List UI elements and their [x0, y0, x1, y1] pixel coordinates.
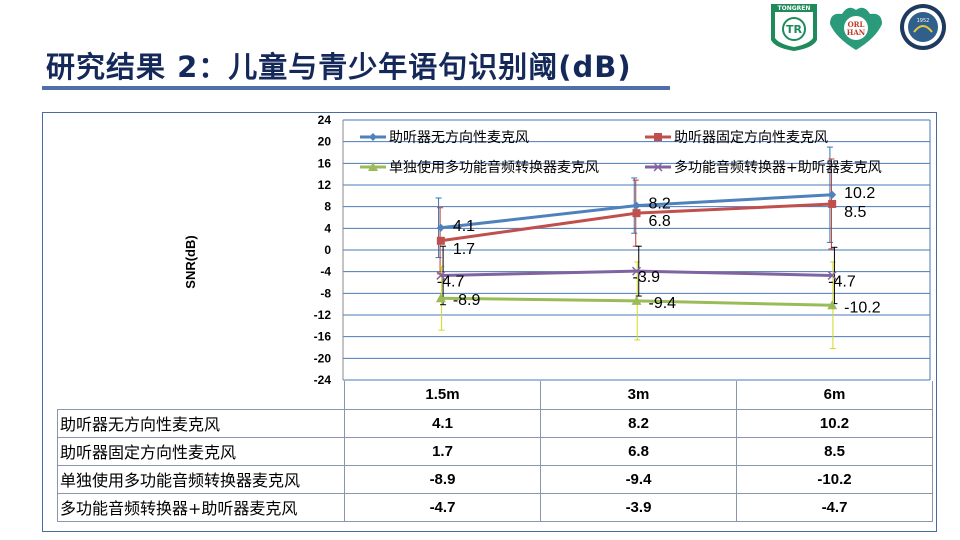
y-tick-label: 20 — [318, 135, 332, 149]
legend-marker — [368, 162, 378, 171]
table-row: 助听器无方向性麦克风 4.1 8.2 10.2 — [57, 408, 933, 438]
table-row: 多功能音频转换器+助听器麦克风 -4.7 -3.9 -4.7 — [57, 492, 933, 522]
table-cell: -4.7 — [736, 492, 933, 522]
data-point — [632, 201, 641, 210]
table-row: 助听器固定方向性麦克风 1.7 6.8 8.5 — [57, 436, 933, 466]
institute-seal-logo: 1952 — [900, 4, 946, 50]
data-point — [827, 270, 837, 280]
y-tick-label: 0 — [324, 243, 331, 257]
data-point — [436, 236, 445, 245]
data-label: -3.9 — [633, 269, 661, 286]
y-tick-label: 4 — [324, 221, 331, 235]
data-label: 1.7 — [453, 241, 475, 258]
table-header-row: 1.5m 3m 6m — [57, 381, 933, 410]
table-cell: -3.9 — [540, 492, 737, 522]
table-cell: 10.2 — [736, 408, 933, 438]
y-tick-label: -4 — [320, 265, 331, 279]
table-cell: 4.1 — [344, 408, 541, 438]
legend-marker — [654, 133, 662, 141]
y-tick-label: -20 — [314, 351, 332, 365]
data-point — [827, 300, 838, 310]
data-label: -10.2 — [844, 299, 881, 316]
table-cell: -9.4 — [540, 464, 737, 494]
y-tick-label: -12 — [314, 308, 332, 322]
legend-label: 单独使用多功能音频转换器麦克风 — [389, 159, 599, 176]
data-label: -4.7 — [828, 273, 856, 290]
y-tick-label: 12 — [318, 178, 332, 192]
table-cell: -8.9 — [344, 464, 541, 494]
legend-label: 多功能音频转换器+助听器麦克风 — [674, 159, 882, 176]
table-corner — [57, 381, 345, 410]
data-label: 10.2 — [844, 185, 875, 202]
data-table: 1.5m 3m 6m 助听器无方向性麦克风 4.1 8.2 10.2 助听器固定方向性… — [57, 381, 933, 522]
table-header: 3m — [540, 381, 737, 410]
chart-frame — [42, 112, 937, 532]
legend-marker — [653, 162, 663, 172]
y-tick-label: -8 — [320, 286, 331, 300]
tongren-logo: TONGREN TR — [771, 4, 817, 51]
row-label: 单独使用多功能音频转换器麦克风 — [57, 464, 345, 494]
table-cell: 6.8 — [540, 436, 737, 466]
row-label: 助听器无方向性麦克风 — [57, 408, 345, 438]
data-point — [632, 209, 641, 218]
table-cell: 1.7 — [344, 436, 541, 466]
row-label: 助听器固定方向性麦克风 — [57, 436, 345, 466]
y-tick-label: -16 — [314, 330, 332, 344]
svg-text:HAN: HAN — [847, 28, 866, 37]
table-cell: -4.7 — [344, 492, 541, 522]
svg-text:ORL: ORL — [848, 20, 865, 29]
data-label: 6.8 — [649, 213, 671, 230]
slide-title: 研究结果 2：儿童与青少年语句识别阈(dB) — [46, 50, 632, 84]
y-tick-label: 24 — [318, 113, 332, 127]
table-cell: -10.2 — [736, 464, 933, 494]
table-cell: 8.2 — [540, 408, 737, 438]
data-point — [436, 270, 446, 280]
y-tick-label: 8 — [324, 200, 331, 214]
data-label: 4.1 — [453, 218, 475, 235]
data-point — [436, 223, 445, 232]
data-point — [828, 199, 837, 208]
table-header: 6m — [736, 381, 933, 410]
y-axis-label: SNR(dB) — [183, 235, 198, 288]
y-tick-label: 16 — [318, 156, 332, 170]
legend-label: 助听器无方向性麦克风 — [389, 130, 529, 146]
data-label: -8.9 — [453, 292, 481, 309]
data-point — [828, 190, 837, 199]
data-label: 8.2 — [649, 196, 671, 213]
data-label: -9.4 — [649, 295, 677, 312]
table-header: 1.5m — [344, 381, 541, 410]
legend-label: 助听器固定方向性麦克风 — [674, 130, 828, 146]
title-underline — [42, 86, 670, 90]
table-cell: 8.5 — [736, 436, 933, 466]
svg-text:1952: 1952 — [917, 18, 930, 24]
svg-text:TR: TR — [786, 23, 803, 36]
row-label: 多功能音频转换器+助听器麦克风 — [57, 492, 345, 522]
data-point — [631, 266, 642, 276]
svg-text:TONGREN: TONGREN — [778, 5, 811, 12]
data-label: 8.5 — [844, 204, 866, 221]
data-point — [435, 293, 446, 303]
data-point — [631, 295, 642, 305]
legend-marker — [369, 133, 377, 141]
table-row: 单独使用多功能音频转换器麦克风 -8.9 -9.4 -10.2 — [57, 464, 933, 494]
data-label: -4.7 — [437, 273, 465, 290]
orl-han-logo: ORL HAN — [830, 7, 882, 50]
